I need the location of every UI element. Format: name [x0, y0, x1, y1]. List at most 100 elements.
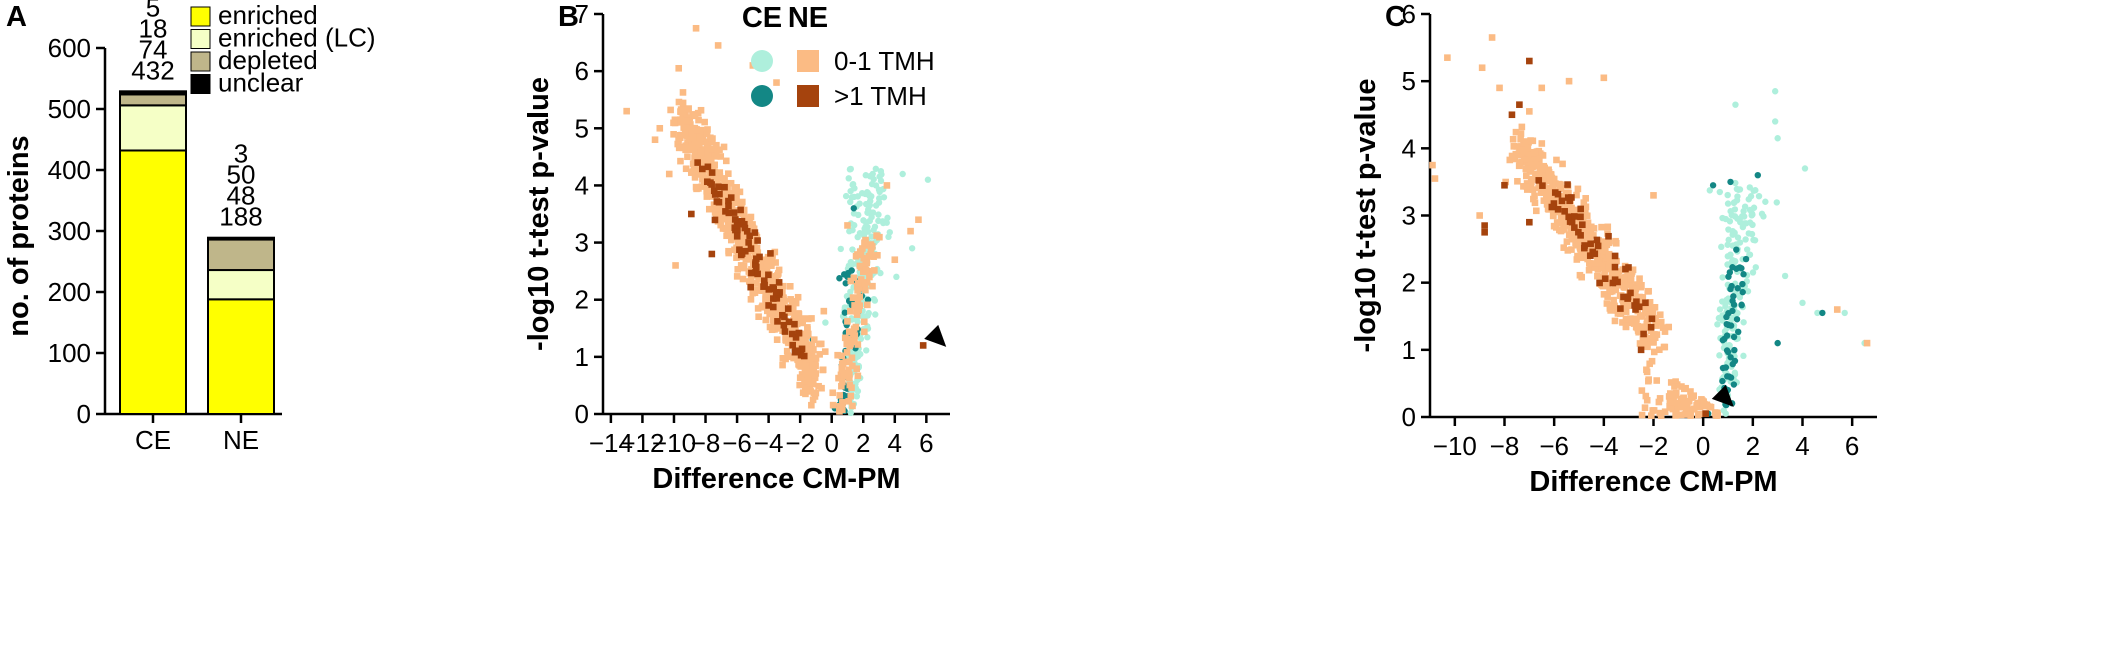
scatter-point	[1622, 315, 1630, 323]
scatter-point	[847, 258, 855, 266]
x-tick-label: −6	[1539, 431, 1569, 461]
scatter-point	[771, 248, 779, 256]
bar-count-label: 50	[227, 160, 256, 190]
scatter-point	[695, 140, 703, 148]
scatter-point	[854, 193, 862, 200]
scatter-point	[795, 329, 803, 337]
scatter-point	[1687, 412, 1695, 419]
scatter-point	[767, 250, 774, 257]
scatter-point	[1716, 306, 1724, 313]
scatter-point	[651, 136, 659, 144]
scatter-point	[875, 211, 882, 218]
scatter-point	[850, 274, 858, 282]
scatter-point	[1680, 385, 1688, 393]
scatter-point	[623, 107, 630, 115]
scatter-point	[1556, 181, 1563, 188]
scatter-point	[1557, 185, 1565, 192]
scatter-point	[1565, 213, 1572, 221]
scatter-point	[775, 279, 783, 286]
scatter-point	[713, 212, 720, 219]
scatter-point	[1819, 309, 1826, 317]
scatter-point	[848, 384, 855, 391]
scatter-point	[1641, 303, 1648, 311]
scatter-point	[679, 89, 687, 96]
scatter-point	[1602, 247, 1609, 255]
legend-label: depleted	[218, 45, 318, 75]
scatter-point	[1799, 299, 1806, 307]
scatter-point	[1722, 410, 1729, 417]
scatter-point	[780, 282, 787, 290]
scatter-point	[802, 336, 809, 344]
bar-segment	[207, 269, 275, 301]
scatter-point	[728, 214, 735, 222]
scatter-point	[868, 233, 875, 240]
scatter-point	[1696, 403, 1704, 411]
scatter-point	[1740, 352, 1747, 360]
scatter-point	[1560, 244, 1568, 251]
scatter-point	[700, 161, 708, 168]
scatter-point	[1740, 319, 1747, 326]
scatter-point	[752, 248, 759, 256]
scatter-point	[1600, 291, 1608, 298]
scatter-point	[1543, 189, 1550, 197]
scatter-point	[1554, 190, 1562, 198]
scatter-point	[1604, 223, 1612, 231]
panel-c-volcano-plot: C 0 1 2 3 4 5 6 −10 −8 −6 −4 −2 0 2 4 6 Difference CM-PM…	[1350, 0, 1877, 498]
scatter-point	[681, 129, 689, 137]
scatter-point	[1614, 271, 1621, 279]
scatter-point	[682, 122, 690, 130]
scatter-point	[724, 226, 731, 234]
scatter-point	[747, 283, 754, 291]
scatter-point	[1567, 227, 1574, 235]
scatter-point	[738, 235, 746, 243]
scatter-point	[1741, 203, 1749, 210]
scatter-point	[728, 236, 735, 244]
scatter-point	[1667, 404, 1675, 411]
scatter-point	[701, 118, 708, 126]
scatter-point	[1730, 333, 1738, 341]
scatter-point	[1516, 101, 1523, 108]
scatter-point	[846, 228, 853, 235]
scatter-point	[1529, 155, 1536, 163]
scatter-point	[1667, 379, 1675, 386]
scatter-point	[1509, 135, 1517, 143]
scatter-point	[762, 316, 770, 324]
bar-segment	[119, 93, 187, 107]
x-tick-label: −10	[652, 428, 696, 458]
scatter-point	[1673, 399, 1681, 407]
scatter-point	[1578, 250, 1585, 257]
scatter-point	[672, 262, 679, 269]
scatter-point	[1661, 343, 1669, 351]
scatter-point	[687, 125, 695, 133]
arrowhead-marker	[924, 324, 947, 347]
scatter-point	[722, 157, 730, 165]
scatter-point	[1527, 137, 1534, 144]
scatter-point	[1546, 177, 1553, 185]
scatter-point	[1598, 223, 1605, 231]
y-tick-label: 3	[575, 228, 589, 258]
scatter-point	[860, 255, 867, 262]
scatter-point	[1611, 252, 1619, 260]
scatter-point	[1574, 185, 1582, 193]
scatter-point	[1506, 156, 1514, 164]
scatter-point	[748, 269, 755, 277]
scatter-point	[778, 307, 786, 315]
scatter-point	[839, 399, 846, 407]
scatter-point	[1751, 237, 1759, 244]
scatter-point	[728, 190, 735, 197]
scatter-point	[810, 336, 818, 343]
scatter-point	[1738, 213, 1746, 220]
scatter-point	[759, 287, 766, 294]
scatter-point	[704, 163, 712, 171]
scatter-point	[1713, 409, 1720, 417]
scatter-point	[1587, 240, 1594, 248]
scatter-point	[801, 364, 809, 371]
scatter-point	[1771, 118, 1779, 125]
scatter-point	[1611, 276, 1619, 284]
scatter-point	[1716, 188, 1724, 196]
scatter-point	[1652, 317, 1659, 325]
y-tick-label: 200	[48, 277, 91, 307]
scatter-point	[747, 276, 755, 284]
scatter-point	[861, 239, 868, 247]
